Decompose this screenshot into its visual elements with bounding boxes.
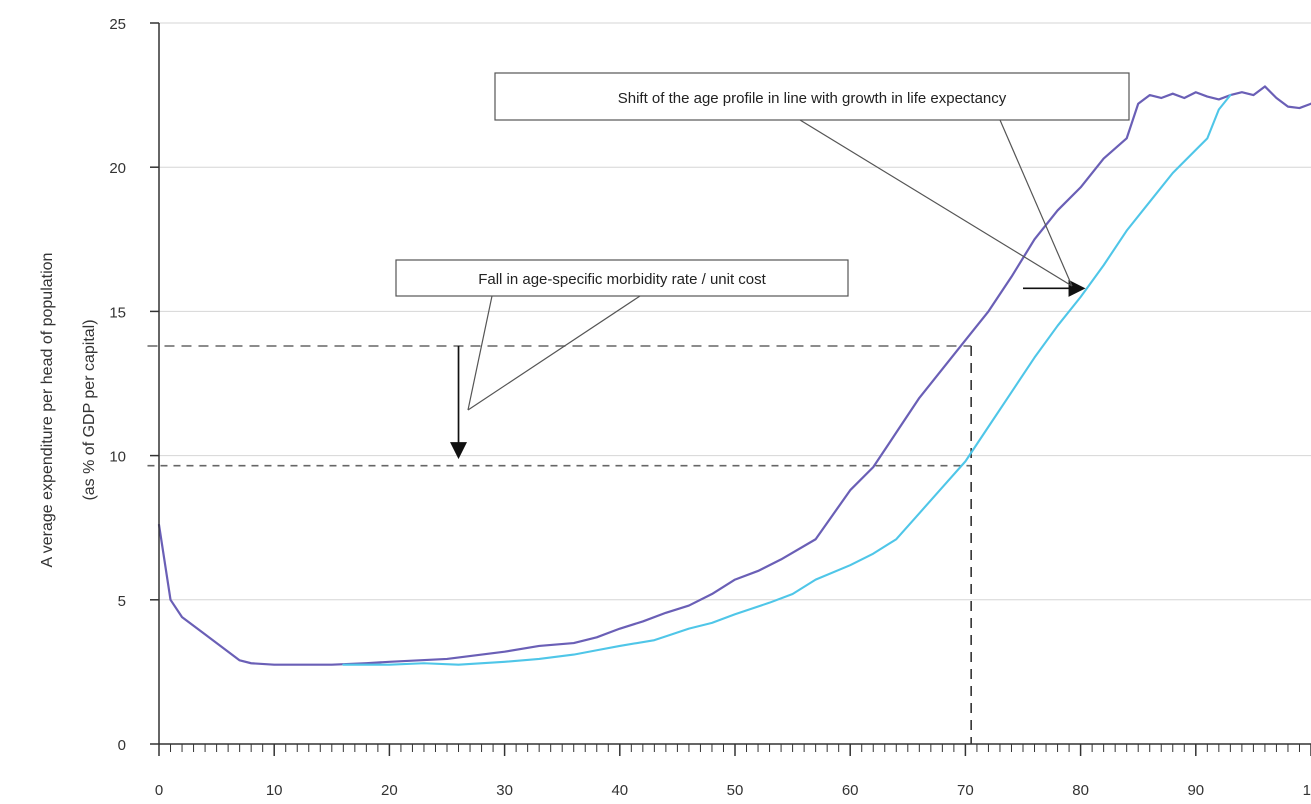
y-tick-label: 10: [109, 449, 126, 466]
life-expectancy-callout-text: Shift of the age profile in line with gr…: [618, 90, 1007, 107]
morbidity-callout-pointer-right: [467, 295, 641, 411]
morbidity-callout-pointer-left: [467, 295, 493, 411]
series-line-purple: [157, 85, 1311, 666]
morbidity-callout-text: Fall in age-specific morbidity rate / un…: [478, 271, 766, 288]
x-tick-label: 40: [611, 782, 628, 799]
y-axis-title: A verage expenditure per head of populat…: [39, 253, 98, 568]
life-expectancy-callout-pointer-right: [999, 119, 1073, 287]
grid-layer: [159, 22, 1311, 601]
x-tick-label: 30: [496, 782, 513, 799]
y-tick-label: 20: [109, 160, 126, 177]
x-tick-label: 70: [957, 782, 974, 799]
x-tick-label: 10: [266, 782, 283, 799]
x-tick-label: 50: [727, 782, 744, 799]
axes-layer: [150, 22, 1311, 756]
y-tick-label: 0: [118, 737, 126, 754]
y-tick-label: 25: [109, 16, 126, 33]
y-axis-label-line-2: (as % of GDP per capital): [81, 319, 98, 500]
y-tick-label: 15: [109, 304, 126, 321]
x-tick-label: 0: [155, 782, 163, 799]
y-axis-label-line-1: A verage expenditure per head of populat…: [39, 253, 56, 568]
annotation-layer: Fall in age-specific morbidity rate / un…: [395, 72, 1130, 411]
life-expectancy-callout-box: [494, 72, 1130, 121]
x-tick-label: 20: [381, 782, 398, 799]
series-layer: [157, 85, 1311, 666]
x-tick-label: 10: [1303, 782, 1311, 799]
x-tick-label: 90: [1187, 782, 1204, 799]
tick-labels: 0 5 10 15 20 25 0 10 20 30 40 50 60 70 80 90 10: [109, 16, 1311, 799]
x-tick-label: 60: [842, 782, 859, 799]
x-tick-label: 80: [1072, 782, 1089, 799]
reference-lines: [147, 279, 1086, 744]
y-tick-label: 5: [118, 593, 126, 610]
life-expectancy-callout-pointer-left: [799, 119, 1073, 287]
morbidity-callout-box: [395, 259, 849, 297]
series-line-cyan: [342, 94, 1232, 666]
